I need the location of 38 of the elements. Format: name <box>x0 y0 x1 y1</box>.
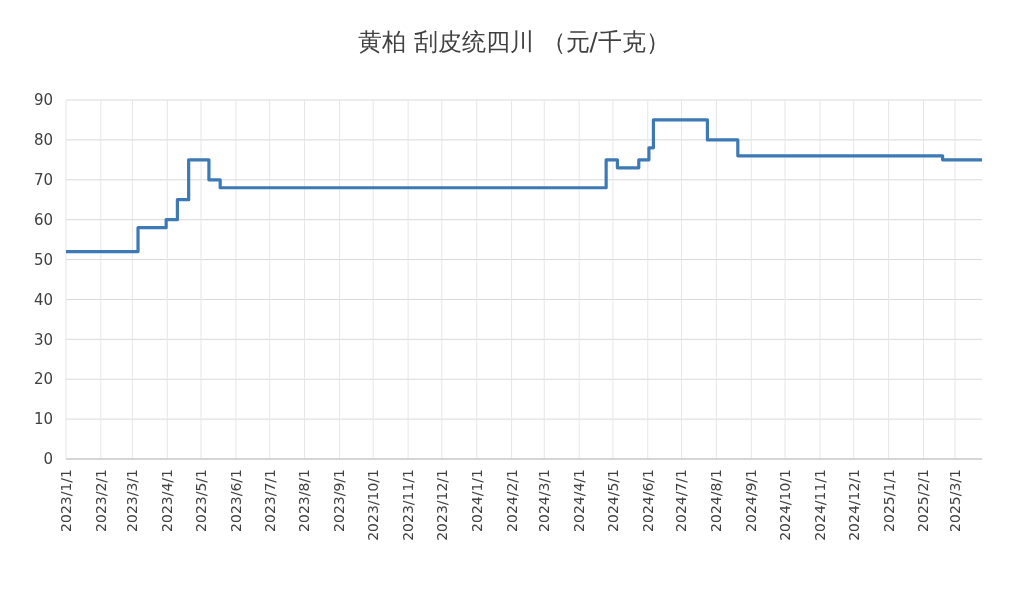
x-tick-label: 2023/3/1 <box>124 469 141 532</box>
y-tick-label: 70 <box>33 171 53 190</box>
x-tick-label: 2023/9/1 <box>331 469 348 532</box>
y-tick-label: 0 <box>43 450 53 469</box>
x-tick-label: 2023/10/1 <box>365 469 382 541</box>
x-tick-label: 2023/8/1 <box>296 469 313 532</box>
x-tick-label: 2023/12/1 <box>433 469 450 541</box>
x-tick-label: 2025/3/1 <box>946 469 963 532</box>
y-tick-label: 40 <box>33 290 53 309</box>
x-tick-label: 2024/9/1 <box>743 469 760 532</box>
x-tick-label: 2024/8/1 <box>708 469 725 532</box>
x-tick-label: 2023/4/1 <box>159 469 176 532</box>
y-tick-label: 80 <box>33 131 53 150</box>
y-tick-label: 10 <box>33 410 53 429</box>
x-tick-label: 2023/1/1 <box>57 469 74 532</box>
x-tick-label: 2025/1/1 <box>880 469 897 532</box>
x-tick-label: 2025/2/1 <box>915 469 932 532</box>
x-tick-label: 2023/6/1 <box>227 469 244 532</box>
y-tick-label: 30 <box>33 330 53 349</box>
x-tick-label: 2024/1/1 <box>468 469 485 532</box>
x-tick-label: 2023/11/1 <box>399 469 416 541</box>
x-tick-label: 2024/2/1 <box>503 469 520 532</box>
x-tick-label: 2023/2/1 <box>92 469 109 532</box>
x-tick-label: 2024/7/1 <box>673 469 690 532</box>
y-tick-label: 90 <box>33 91 53 110</box>
chart-title: 黄柏 刮皮统四川 （元/千克） <box>358 28 670 56</box>
x-tick-label: 2024/11/1 <box>811 469 828 541</box>
x-tick-label: 2024/12/1 <box>845 469 862 541</box>
x-tick-label: 2023/5/1 <box>192 469 209 532</box>
y-tick-label: 20 <box>33 370 53 389</box>
x-tick-label: 2024/5/1 <box>604 469 621 532</box>
x-tick-label: 2024/3/1 <box>536 469 553 532</box>
x-tick-label: 2024/4/1 <box>571 469 588 532</box>
x-tick-label: 2024/10/1 <box>776 469 793 541</box>
y-tick-label: 50 <box>33 250 53 269</box>
x-tick-label: 2024/6/1 <box>639 469 656 532</box>
x-tick-label: 2023/7/1 <box>261 469 278 532</box>
y-tick-label: 60 <box>33 210 53 229</box>
